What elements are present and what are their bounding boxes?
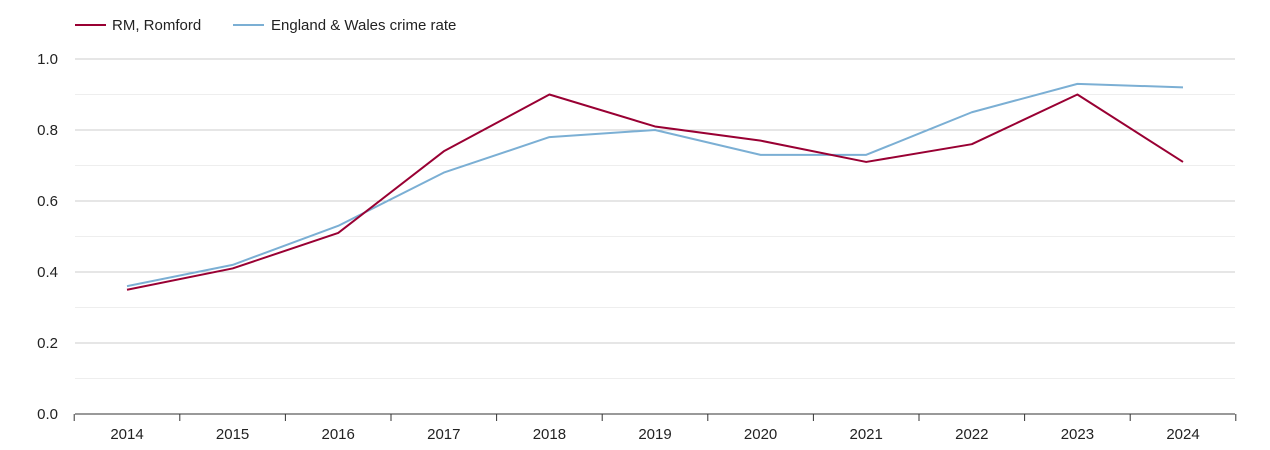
- x-tick-label: 2019: [638, 426, 671, 443]
- x-tick-label: 2022: [955, 426, 988, 443]
- y-tick-label: 0.6: [37, 193, 58, 210]
- x-tick-label: 2024: [1166, 426, 1199, 443]
- x-tick-label: 2018: [533, 426, 566, 443]
- y-tick-label: 0.4: [37, 264, 58, 281]
- y-tick-label: 1.0: [37, 51, 58, 68]
- y-tick-label: 0.2: [37, 335, 58, 352]
- x-tick-label: 2021: [850, 426, 883, 443]
- x-tick-label: 2014: [110, 426, 143, 443]
- x-tick-label: 2020: [744, 426, 777, 443]
- x-tick-label: 2015: [216, 426, 249, 443]
- y-tick-label: 0.0: [37, 406, 58, 423]
- grid: [75, 58, 1235, 379]
- x-tick-label: 2023: [1061, 426, 1094, 443]
- axes: 0.0 0.2 0.4 0.6 0.8 1.0 2014 2015 2016 2017 2018 20…: [37, 51, 1237, 443]
- series-line-england-wales: [126, 82, 1184, 288]
- legend-label-england-wales: England & Wales crime rate: [271, 17, 456, 34]
- series: [126, 82, 1184, 291]
- series-line-rm-romford: [126, 93, 1184, 291]
- legend-label-rm-romford: RM, Romford: [112, 17, 201, 34]
- legend: RM, Romford England & Wales crime rate: [75, 17, 456, 34]
- y-tick-label: 0.8: [37, 122, 58, 139]
- x-tick-label: 2017: [427, 426, 460, 443]
- x-tick-label: 2016: [322, 426, 355, 443]
